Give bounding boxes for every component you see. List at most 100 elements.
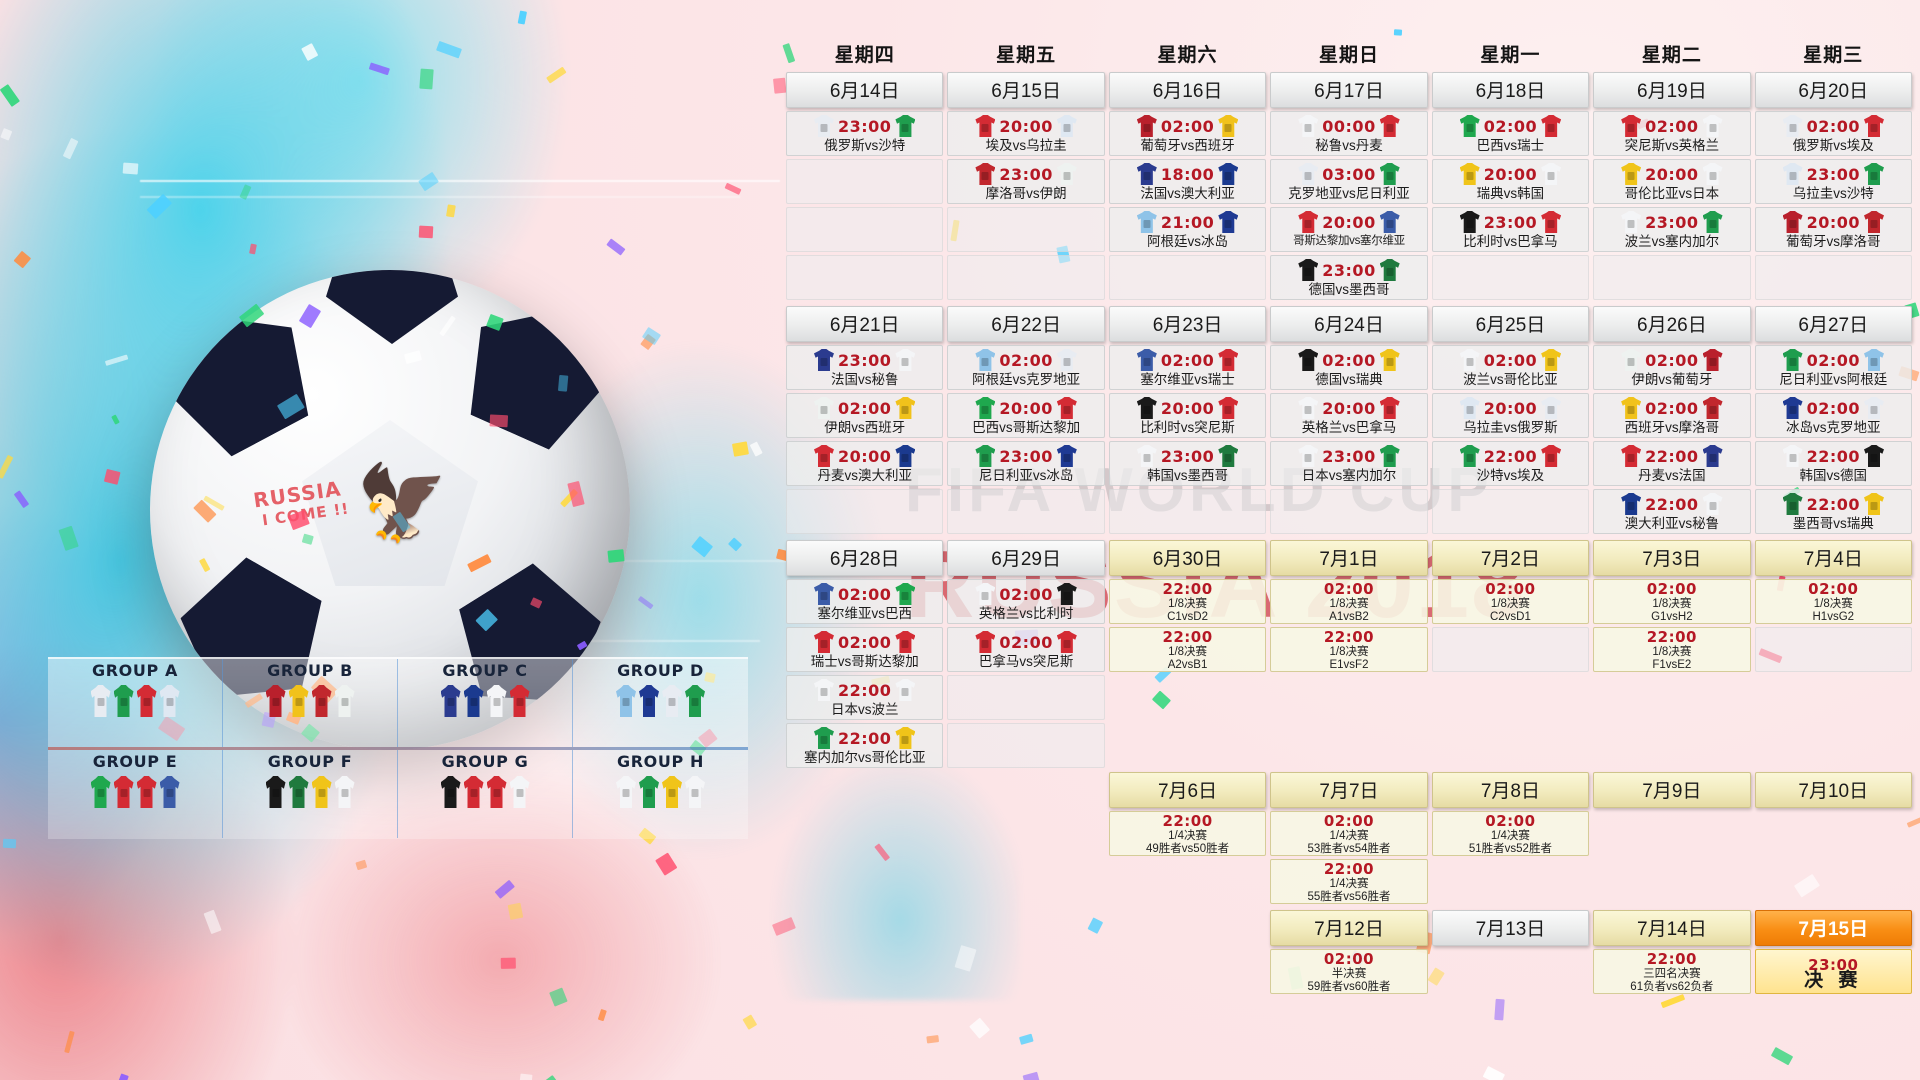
match-cell[interactable]: 20:00 巴西vs哥斯达黎加 — [947, 393, 1105, 438]
date-header[interactable]: 7月3日 — [1593, 540, 1751, 576]
match-cell[interactable]: 02:00 塞尔维亚vs瑞士 — [1108, 345, 1267, 390]
match-cell[interactable]: 22:00 日本vs波兰 — [786, 675, 944, 720]
group-box-b[interactable]: GROUP B — [223, 659, 398, 747]
knockout-match-cell[interactable]: 02:00 1/4决赛 51胜者vs52胜者 — [1431, 811, 1590, 856]
match-cell[interactable]: 02:00 德国vs瑞典 — [1270, 345, 1428, 390]
date-header[interactable]: 6月18日 — [1431, 72, 1590, 108]
match-cell[interactable]: 23:00 法国vs秘鲁 — [786, 345, 944, 390]
match-cell[interactable]: 22:00 沙特vs埃及 — [1431, 441, 1590, 486]
date-header[interactable]: 7月2日 — [1431, 540, 1590, 576]
date-header[interactable]: 6月27日 — [1754, 306, 1912, 342]
match-cell[interactable]: 02:00 阿根廷vs克罗地亚 — [947, 345, 1105, 390]
match-cell[interactable]: 22:00 塞内加尔vs哥伦比亚 — [786, 723, 944, 768]
date-header[interactable]: 7月15日 — [1754, 910, 1912, 946]
match-cell[interactable]: 23:00 摩洛哥vs伊朗 — [947, 159, 1105, 204]
date-header[interactable]: 6月24日 — [1270, 306, 1428, 342]
match-cell[interactable]: 02:00 波兰vs哥伦比亚 — [1431, 345, 1590, 390]
date-header[interactable]: 7月1日 — [1270, 540, 1428, 576]
date-header[interactable]: 7月13日 — [1431, 910, 1590, 946]
match-cell[interactable]: 02:00 瑞士vs哥斯达黎加 — [786, 627, 944, 672]
group-box-a[interactable]: GROUP A — [48, 659, 223, 747]
date-header[interactable]: 6月30日 — [1108, 540, 1267, 576]
match-cell[interactable]: 21:00 阿根廷vs冰岛 — [1108, 207, 1267, 252]
match-cell[interactable]: 23:00 乌拉圭vs沙特 — [1754, 159, 1912, 204]
match-cell[interactable]: 02:00 俄罗斯vs埃及 — [1754, 111, 1912, 156]
match-cell[interactable]: 20:00 英格兰vs巴拿马 — [1270, 393, 1428, 438]
date-header[interactable]: 6月16日 — [1108, 72, 1267, 108]
match-cell[interactable]: 00:00 秘鲁vs丹麦 — [1270, 111, 1428, 156]
date-header[interactable]: 6月19日 — [1593, 72, 1751, 108]
date-header[interactable]: 7月12日 — [1270, 910, 1428, 946]
match-cell[interactable]: 20:00 丹麦vs澳大利亚 — [786, 441, 944, 486]
date-header[interactable]: 7月14日 — [1593, 910, 1751, 946]
date-header[interactable]: 6月25日 — [1431, 306, 1590, 342]
match-cell[interactable]: 23:00 日本vs塞内加尔 — [1270, 441, 1428, 486]
match-cell[interactable]: 23:00 俄罗斯vs沙特 — [786, 111, 944, 156]
date-header[interactable]: 6月29日 — [947, 540, 1105, 576]
match-cell[interactable]: 02:00 巴西vs瑞士 — [1431, 111, 1590, 156]
knockout-match-cell[interactable]: 22:00 1/4决赛 55胜者vs56胜者 — [1270, 859, 1428, 904]
match-cell[interactable]: 20:00 瑞典vs韩国 — [1431, 159, 1590, 204]
knockout-match-cell[interactable]: 22:00 1/8决赛 F1vsE2 — [1593, 627, 1751, 672]
match-cell[interactable]: 20:00 哥伦比亚vs日本 — [1593, 159, 1751, 204]
knockout-match-cell[interactable]: 02:00 1/4决赛 53胜者vs54胜者 — [1270, 811, 1428, 856]
match-cell[interactable]: 02:00 英格兰vs比利时 — [947, 579, 1105, 624]
date-header[interactable]: 6月23日 — [1108, 306, 1267, 342]
match-cell[interactable]: 02:00 塞尔维亚vs巴西 — [786, 579, 944, 624]
match-cell[interactable]: 02:00 伊朗vs葡萄牙 — [1593, 345, 1751, 390]
knockout-match-cell[interactable]: 22:00 1/8决赛 E1vsF2 — [1270, 627, 1428, 672]
date-header[interactable]: 6月28日 — [786, 540, 944, 576]
match-cell[interactable]: 02:00 伊朗vs西班牙 — [786, 393, 944, 438]
match-cell[interactable]: 20:00 葡萄牙vs摩洛哥 — [1754, 207, 1912, 252]
knockout-match-cell[interactable]: 02:00 1/8决赛 H1vsG2 — [1754, 579, 1912, 624]
match-cell[interactable]: 02:00 冰岛vs克罗地亚 — [1754, 393, 1912, 438]
group-box-e[interactable]: GROUP E — [48, 750, 223, 838]
date-header[interactable]: 7月4日 — [1754, 540, 1912, 576]
final-match-cell[interactable]: 23:00 决 赛 — [1754, 949, 1912, 994]
match-cell[interactable]: 02:00 葡萄牙vs西班牙 — [1108, 111, 1267, 156]
date-header[interactable]: 6月22日 — [947, 306, 1105, 342]
knockout-match-cell[interactable]: 22:00 1/8决赛 C1vsD2 — [1108, 579, 1267, 624]
knockout-match-cell[interactable]: 02:00 1/8决赛 A1vsB2 — [1270, 579, 1428, 624]
match-cell[interactable]: 02:00 尼日利亚vs阿根廷 — [1754, 345, 1912, 390]
match-cell[interactable]: 23:00 韩国vs墨西哥 — [1108, 441, 1267, 486]
date-header[interactable]: 6月21日 — [786, 306, 944, 342]
match-cell[interactable]: 20:00 乌拉圭vs俄罗斯 — [1431, 393, 1590, 438]
match-cell[interactable]: 23:00 比利时vs巴拿马 — [1431, 207, 1590, 252]
match-cell[interactable]: 22:00 丹麦vs法国 — [1593, 441, 1751, 486]
date-header[interactable]: 7月10日 — [1754, 772, 1912, 808]
match-cell[interactable]: 20:00 比利时vs突尼斯 — [1108, 393, 1267, 438]
match-cell[interactable]: 02:00 突尼斯vs英格兰 — [1593, 111, 1751, 156]
date-header[interactable]: 6月17日 — [1270, 72, 1428, 108]
match-cell[interactable]: 20:00 埃及vs乌拉圭 — [947, 111, 1105, 156]
match-cell[interactable]: 23:00 尼日利亚vs冰岛 — [947, 441, 1105, 486]
match-cell[interactable]: 22:00 韩国vs德国 — [1754, 441, 1912, 486]
knockout-match-cell[interactable]: 22:00 1/8决赛 A2vsB1 — [1108, 627, 1267, 672]
knockout-match-cell[interactable]: 22:00 三四名决赛 61负者vs62负者 — [1593, 949, 1751, 994]
date-header[interactable]: 6月20日 — [1754, 72, 1912, 108]
match-cell[interactable]: 03:00 克罗地亚vs尼日利亚 — [1270, 159, 1428, 204]
date-header[interactable]: 6月14日 — [786, 72, 944, 108]
match-cell[interactable]: 02:00 巴拿马vs突尼斯 — [947, 627, 1105, 672]
date-header[interactable]: 6月26日 — [1593, 306, 1751, 342]
date-header[interactable]: 7月7日 — [1270, 772, 1428, 808]
match-cell[interactable]: 18:00 法国vs澳大利亚 — [1108, 159, 1267, 204]
date-header[interactable]: 6月15日 — [947, 72, 1105, 108]
match-cell[interactable]: 23:00 德国vs墨西哥 — [1270, 255, 1428, 300]
match-cell[interactable]: 22:00 澳大利亚vs秘鲁 — [1593, 489, 1751, 534]
group-box-c[interactable]: GROUP C — [398, 659, 573, 747]
date-header[interactable]: 7月8日 — [1431, 772, 1590, 808]
knockout-match-cell[interactable]: 02:00 1/8决赛 G1vsH2 — [1593, 579, 1751, 624]
group-box-g[interactable]: GROUP G — [398, 750, 573, 838]
group-box-d[interactable]: GROUP D — [573, 659, 748, 747]
match-cell[interactable]: 23:00 波兰vs塞内加尔 — [1593, 207, 1751, 252]
date-header[interactable]: 7月6日 — [1108, 772, 1267, 808]
knockout-match-cell[interactable]: 02:00 半决赛 59胜者vs60胜者 — [1270, 949, 1428, 994]
knockout-match-cell[interactable]: 02:00 1/8决赛 C2vsD1 — [1431, 579, 1590, 624]
knockout-match-cell[interactable]: 22:00 1/4决赛 49胜者vs50胜者 — [1108, 811, 1267, 856]
match-cell[interactable]: 20:00 哥斯达黎加vs塞尔维亚 — [1270, 207, 1428, 252]
match-cell[interactable]: 22:00 墨西哥vs瑞典 — [1754, 489, 1912, 534]
date-header[interactable]: 7月9日 — [1593, 772, 1751, 808]
match-cell[interactable]: 02:00 西班牙vs摩洛哥 — [1593, 393, 1751, 438]
group-box-h[interactable]: GROUP H — [573, 750, 748, 838]
